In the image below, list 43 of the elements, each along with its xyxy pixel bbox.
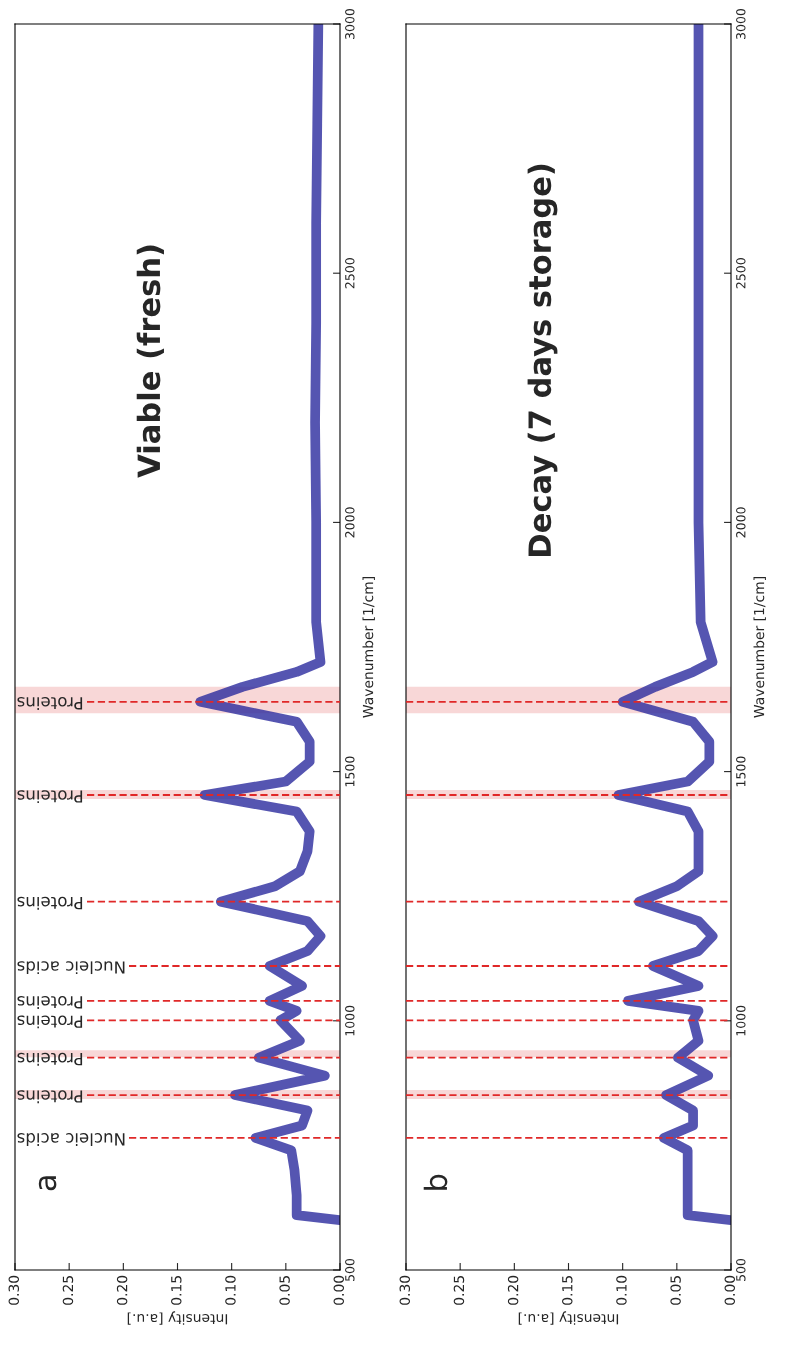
- x-tick-label: 0.10: [616, 1275, 627, 1305]
- ref-line-label: Nucleic acids: [17, 961, 125, 975]
- ref-line-label: Proteins: [17, 790, 83, 804]
- y-tick-label: 1000: [736, 1005, 746, 1036]
- x-tick-label: 0.00: [724, 1275, 736, 1305]
- y-tick-label: 3000: [345, 8, 355, 39]
- y-tick-label: 500: [345, 1258, 355, 1281]
- ref-line-label: Proteins: [17, 996, 83, 1009]
- ref-line-label: Proteins: [17, 696, 83, 710]
- x-tick-label: 0.25: [62, 1276, 74, 1305]
- x-tick-label: 0.20: [116, 1275, 128, 1305]
- y-tick-label: 2500: [345, 258, 355, 289]
- x-tick-label: 0.10: [225, 1275, 236, 1305]
- x-tick-label: 0.25: [453, 1276, 465, 1305]
- y-tick-label: 1000: [345, 1005, 355, 1036]
- ref-line-label: Proteins: [17, 896, 83, 910]
- x-tick-label: 0.05: [670, 1276, 681, 1305]
- x-tick-label: 0.05: [279, 1276, 290, 1305]
- y-tick-label: 1500: [345, 756, 355, 787]
- text: Viable (fresh): [136, 245, 164, 478]
- x-tick-label: 0.00: [333, 1275, 345, 1305]
- x-tick-label: 0.15: [562, 1276, 573, 1305]
- y-axis-title: Wavenumber [1/cm]: [362, 577, 375, 718]
- y-tick-label: 3000: [736, 8, 746, 39]
- x-tick-label: 0.30: [8, 1275, 20, 1305]
- ref-line-label: Nucleic acids: [17, 1133, 125, 1146]
- x-tick-label: 0.20: [507, 1275, 519, 1305]
- x-tick-label: 0.15: [171, 1276, 182, 1305]
- ref-line-label: Proteins: [17, 1090, 83, 1104]
- x-axis-title: Intensity [a.u.]: [518, 1311, 619, 1325]
- annotation: b: [423, 1174, 448, 1190]
- y-tick-label: 2500: [736, 258, 746, 289]
- y-tick-label: 2000: [345, 507, 355, 538]
- y-axis-title: Wavenumber [1/cm]: [753, 577, 766, 718]
- ref-line-label: Proteins: [17, 1015, 83, 1029]
- ref-line-label: Proteins: [17, 1052, 83, 1066]
- y-tick-label: 1500: [736, 756, 746, 787]
- x-axis-title: Intensity [a.u.]: [127, 1311, 228, 1325]
- text: Decay (7 days storage): [527, 164, 558, 556]
- y-tick-label: 500: [736, 1258, 746, 1281]
- annotation: a: [38, 1176, 57, 1191]
- x-tick-label: 0.30: [399, 1275, 411, 1305]
- y-tick-label: 2000: [736, 507, 746, 538]
